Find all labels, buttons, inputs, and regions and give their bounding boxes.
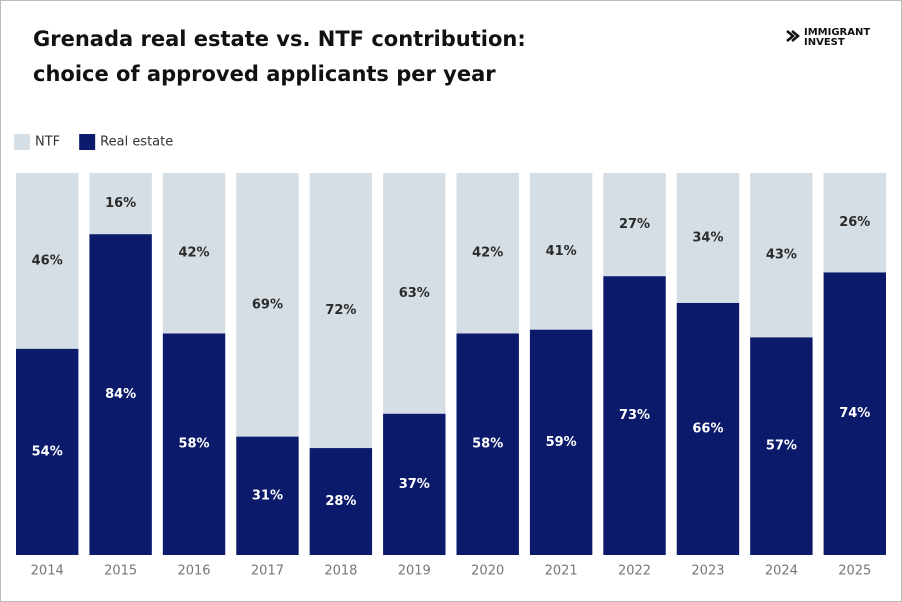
x-tick-label: 2016 bbox=[177, 564, 210, 579]
data-label: 69% bbox=[252, 297, 283, 312]
data-label: 73% bbox=[619, 408, 650, 423]
brand-text: IMMIGRANT bbox=[804, 27, 870, 38]
legend-swatch bbox=[14, 134, 30, 150]
data-label: 58% bbox=[178, 437, 209, 452]
data-label: 26% bbox=[839, 215, 870, 230]
x-tick-label: 2015 bbox=[104, 564, 137, 579]
data-label: 16% bbox=[105, 196, 136, 211]
bar-segment bbox=[89, 173, 152, 235]
bar-segment bbox=[603, 173, 666, 277]
bar-segment bbox=[236, 173, 299, 437]
bar-segment bbox=[529, 173, 593, 330]
data-label: 34% bbox=[692, 230, 723, 245]
data-label: 63% bbox=[399, 286, 430, 301]
bar-segment bbox=[162, 173, 226, 334]
chart-title: Grenada real estate vs. NTF contribution… bbox=[33, 27, 526, 51]
bar-segment bbox=[16, 173, 79, 349]
bar-segment bbox=[236, 436, 299, 555]
logo-icon bbox=[786, 30, 800, 42]
x-tick-label: 2019 bbox=[398, 564, 431, 579]
bar-segment bbox=[383, 173, 446, 414]
brand-logo: IMMIGRANT INVEST bbox=[786, 27, 870, 48]
data-label: 58% bbox=[472, 437, 503, 452]
data-label: 66% bbox=[692, 421, 723, 436]
bar-segment bbox=[750, 337, 813, 555]
data-label: 28% bbox=[325, 494, 356, 509]
data-label: 42% bbox=[472, 246, 503, 261]
data-label: 72% bbox=[325, 303, 356, 318]
bar-segment bbox=[456, 173, 519, 334]
data-label: 31% bbox=[252, 488, 283, 503]
bar-segment bbox=[309, 173, 373, 449]
bar-segment bbox=[89, 234, 152, 555]
bar-segment bbox=[823, 173, 886, 273]
data-label: 84% bbox=[105, 387, 136, 402]
data-label: 37% bbox=[399, 477, 430, 492]
x-tick-label: 2020 bbox=[471, 564, 504, 579]
x-tick-label: 2024 bbox=[765, 564, 798, 579]
bar-segment bbox=[603, 276, 666, 555]
data-label: 42% bbox=[178, 246, 209, 261]
bar-segment bbox=[529, 329, 593, 555]
x-tick-label: 2025 bbox=[838, 564, 871, 579]
data-label: 27% bbox=[619, 217, 650, 232]
x-tick-label: 2017 bbox=[251, 564, 284, 579]
x-tick-label: 2023 bbox=[691, 564, 724, 579]
legend-swatch bbox=[79, 134, 96, 150]
x-tick-label: 2021 bbox=[545, 564, 578, 579]
x-tick-label: 2014 bbox=[31, 564, 64, 579]
bar-segment bbox=[823, 272, 886, 555]
data-label: 43% bbox=[766, 248, 797, 263]
data-label: 41% bbox=[546, 244, 577, 259]
chart-title: choice of approved applicants per year bbox=[33, 62, 496, 86]
x-tick-label: 2022 bbox=[618, 564, 651, 579]
bar-segment bbox=[456, 333, 519, 555]
legend-label: Real estate bbox=[100, 135, 173, 150]
data-label: 46% bbox=[32, 253, 63, 268]
bar-segment bbox=[16, 348, 79, 555]
brand-text: INVEST bbox=[804, 37, 845, 48]
bar-segment bbox=[309, 448, 373, 555]
x-tick-label: 2018 bbox=[324, 564, 357, 579]
data-label: 74% bbox=[839, 406, 870, 421]
bar-segment bbox=[676, 302, 740, 555]
bar-segment bbox=[676, 173, 740, 303]
data-label: 57% bbox=[766, 439, 797, 454]
legend-label: NTF bbox=[35, 135, 60, 150]
data-label: 54% bbox=[32, 444, 63, 459]
bar-segment bbox=[383, 413, 446, 555]
bar-segment bbox=[162, 333, 226, 555]
data-label: 59% bbox=[546, 435, 577, 450]
bar-segment bbox=[750, 173, 813, 338]
